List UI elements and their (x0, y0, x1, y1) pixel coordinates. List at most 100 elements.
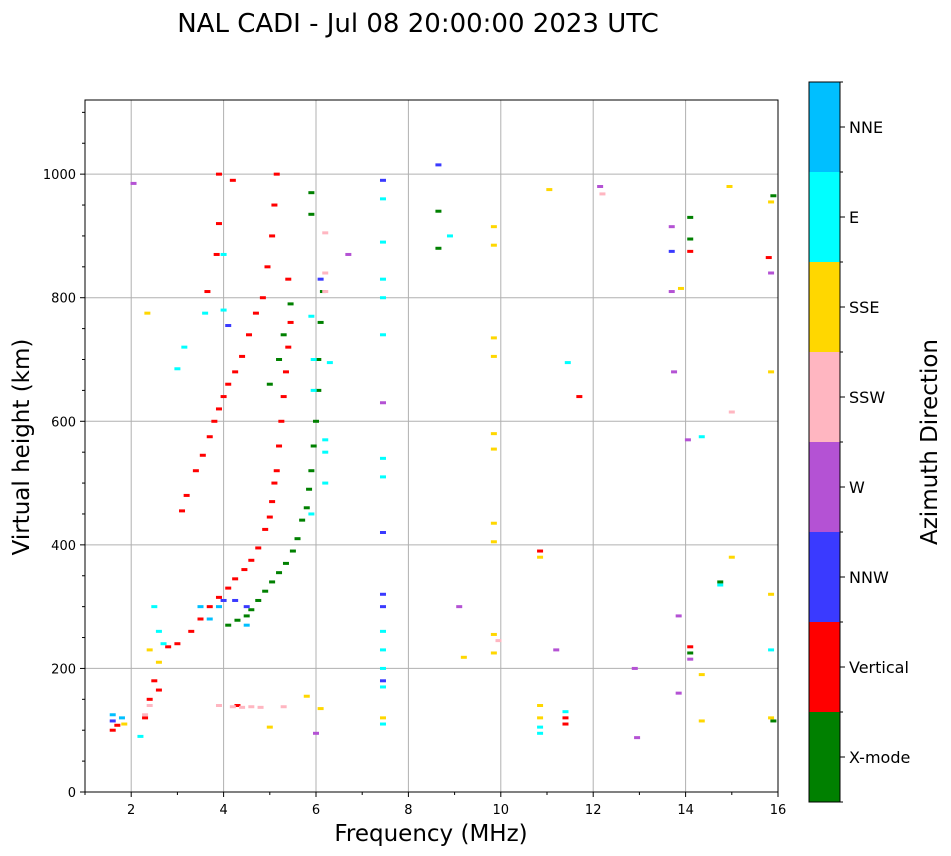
colorbar-tick-label: NNE (849, 118, 883, 137)
data-point (220, 598, 227, 602)
data-point (765, 256, 772, 260)
data-point (322, 450, 329, 454)
y-axis-label: Virtual height (km) (9, 339, 35, 556)
y-tick-label: 1000 (43, 168, 76, 183)
data-point (211, 419, 218, 423)
data-point (308, 469, 315, 473)
data-point (379, 333, 386, 337)
data-point (280, 333, 287, 337)
data-point (225, 623, 232, 627)
data-point (698, 719, 705, 723)
data-point (220, 308, 227, 312)
data-point (379, 178, 386, 182)
colorbar-tick-label: Vertical (849, 658, 909, 677)
data-point (280, 705, 287, 709)
data-point (266, 515, 273, 519)
data-point (379, 456, 386, 460)
data-point (345, 252, 352, 256)
data-point (306, 487, 313, 491)
data-point (379, 648, 386, 652)
data-point (379, 722, 386, 726)
data-point (490, 243, 497, 247)
x-tick-label: 4 (219, 803, 227, 818)
data-point (495, 639, 502, 643)
data-point (315, 388, 322, 392)
data-point (687, 657, 694, 661)
x-tick-label: 10 (493, 803, 510, 818)
data-point (299, 518, 306, 522)
data-point (490, 225, 497, 229)
data-point (215, 172, 222, 176)
data-point (165, 645, 172, 649)
colorbar-tick-label: X-mode (849, 748, 910, 767)
colorbar-tick-label: NNW (849, 568, 889, 587)
series-w (130, 181, 775, 740)
data-point (768, 716, 775, 720)
data-point (213, 252, 220, 256)
data-point (246, 333, 253, 337)
colorbar-segment (809, 82, 840, 172)
data-point (562, 722, 569, 726)
data-point (243, 614, 250, 618)
data-point (109, 713, 116, 717)
data-point (259, 296, 266, 300)
data-point (553, 648, 560, 652)
data-point (326, 361, 333, 365)
data-point (252, 311, 259, 315)
data-point (599, 192, 606, 196)
data-point (215, 605, 222, 609)
data-point (232, 598, 239, 602)
data-point (322, 231, 329, 235)
data-point (289, 549, 296, 553)
data-point (379, 629, 386, 633)
colorbar-segment (809, 622, 840, 712)
data-point (206, 435, 213, 439)
data-point (379, 475, 386, 479)
data-point (192, 469, 199, 473)
data-point (183, 493, 190, 497)
data-point (698, 673, 705, 677)
data-point (379, 240, 386, 244)
data-point (379, 197, 386, 201)
colorbar-label: Azimuth Direction (917, 339, 943, 545)
data-point (225, 586, 232, 590)
data-point (379, 296, 386, 300)
data-point (768, 592, 775, 596)
data-point (446, 234, 453, 238)
data-point (266, 382, 273, 386)
colorbar-segment (809, 442, 840, 532)
data-point (202, 311, 209, 315)
data-point (460, 655, 467, 659)
data-point (269, 580, 276, 584)
data-point (282, 561, 289, 565)
chart-title: NAL CADI - Jul 08 20:00:00 2023 UTC (177, 9, 659, 39)
data-point (220, 252, 227, 256)
data-point (537, 549, 544, 553)
data-point (109, 728, 116, 732)
data-point (770, 194, 777, 198)
data-point (294, 537, 301, 541)
data-point (130, 181, 137, 185)
x-tick-label: 16 (770, 803, 787, 818)
y-tick-label: 800 (51, 292, 76, 307)
data-point (264, 265, 271, 269)
data-point (276, 571, 283, 575)
data-point (229, 178, 236, 182)
data-point (232, 370, 239, 374)
colorbar-segment (809, 262, 840, 352)
data-point (179, 509, 186, 513)
data-point (114, 723, 121, 727)
data-point (597, 185, 604, 188)
data-point (726, 185, 733, 188)
data-point (271, 203, 278, 207)
series-e (137, 197, 775, 738)
data-point (174, 367, 181, 371)
data-point (287, 320, 294, 324)
data-point (668, 249, 675, 253)
data-point (285, 345, 292, 349)
data-point (109, 719, 116, 723)
data-point (313, 731, 319, 735)
colorbar-segment (809, 712, 840, 802)
data-point (232, 577, 239, 581)
